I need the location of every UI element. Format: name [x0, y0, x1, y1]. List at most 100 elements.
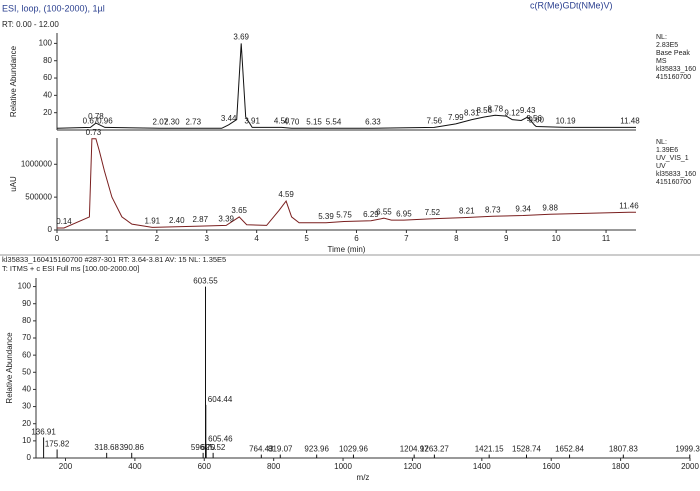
x-tick-label: 3	[205, 234, 210, 243]
x-tick-label: 1400	[473, 462, 491, 471]
x-tick-label: 4	[254, 234, 259, 243]
x-axis-label: m/z	[357, 473, 370, 482]
stick-label: 1652.84	[555, 445, 584, 454]
x-tick-label: 11	[602, 234, 611, 243]
x-tick-label: 0	[55, 234, 60, 243]
side-label: MS	[656, 58, 667, 65]
x-tick-label: 5	[304, 234, 309, 243]
spectrum-header: kl35833_160415160700 #287-301 RT: 3.64-3…	[2, 255, 226, 264]
stick-label: 604.44	[208, 395, 233, 404]
peak-label: 1.91	[145, 216, 161, 225]
x-tick-label: 600	[198, 462, 212, 471]
y-tick-label: 500000	[25, 192, 52, 201]
y-tick-label: 70	[22, 333, 31, 342]
stick-label: 1421.15	[475, 445, 504, 454]
stick-label: 1528.74	[512, 445, 541, 454]
peak-label: 5.39	[318, 212, 334, 221]
side-label: NL:	[656, 34, 667, 41]
peak-label: 8.21	[459, 207, 475, 216]
stick-label: 318.68	[94, 443, 119, 452]
stick-label: 175.82	[45, 440, 70, 449]
peak-label: 10.19	[556, 117, 577, 126]
x-tick-label: 1800	[612, 462, 630, 471]
y-tick-label: 80	[22, 316, 31, 325]
x-tick-label: 1200	[404, 462, 422, 471]
y-tick-label: 30	[22, 402, 31, 411]
peak-label: 9.60	[528, 116, 544, 125]
peak-label: 2.87	[192, 215, 208, 224]
peak-label: 3.91	[244, 117, 260, 126]
peak-label: 4.50	[274, 117, 290, 126]
stick-label: 603.55	[193, 277, 218, 286]
side-label: UV	[656, 163, 666, 170]
peak-label: 9.88	[542, 203, 558, 212]
peak-label: 5.54	[326, 117, 342, 126]
y-tick-label: 100	[18, 282, 32, 291]
y-axis-label: Relative Abundance	[9, 45, 18, 117]
y-tick-label: 20	[22, 419, 31, 428]
stick-label: 819.07	[268, 445, 293, 454]
x-tick-label: 2000	[681, 462, 699, 471]
y-tick-label: 100	[39, 39, 53, 48]
peak-label: 8.31	[464, 109, 480, 118]
x-tick-label: 8	[454, 234, 459, 243]
y-tick-label: 20	[43, 108, 52, 117]
spectrum-header: T: ITMS + c ESI Full ms [100.00-2000.00]	[2, 264, 139, 273]
x-tick-label: 1	[105, 234, 110, 243]
stick-label: 1029.96	[339, 445, 368, 454]
side-label: 415160700	[656, 179, 691, 186]
peak-label: 2.40	[169, 216, 185, 225]
peak-label: 7.56	[427, 117, 443, 126]
x-tick-label: 200	[59, 462, 73, 471]
y-axis-label: Relative Abundance	[5, 332, 14, 404]
peak-label: 6.95	[396, 209, 412, 218]
peak-label: 8.56	[476, 106, 492, 115]
y-tick-label: 0	[27, 453, 32, 462]
y-tick-label: 10	[22, 436, 31, 445]
compound-label: c(R(Me)GDt(NMe)V)	[530, 0, 613, 10]
peak-label: 9.34	[515, 205, 531, 214]
y-tick-label: 50	[22, 367, 31, 376]
y-tick-label: 60	[22, 350, 31, 359]
peak-label: 3.44	[221, 114, 237, 123]
x-tick-label: 6	[354, 234, 359, 243]
peak-label: 6.29	[363, 210, 379, 219]
peak-label: 2.73	[185, 117, 201, 126]
peak-label: 0.67	[83, 117, 99, 126]
x-tick-label: 1600	[542, 462, 560, 471]
side-label: 1.39E6	[656, 147, 678, 154]
peak-label: 4.59	[278, 190, 294, 199]
stick-label: 923.96	[304, 445, 329, 454]
x-tick-label: 10	[552, 234, 561, 243]
stick-label: 1807.83	[609, 445, 638, 454]
peak-label: 4.70	[284, 117, 300, 126]
peak-label: 9.56	[526, 114, 542, 123]
peak-label: 0.14	[56, 217, 72, 226]
peak-label: 3.69	[233, 33, 249, 42]
x-tick-label: 1000	[334, 462, 352, 471]
stick-label: 1999.38	[675, 445, 700, 454]
peak-label: 5.75	[336, 211, 352, 220]
peak-label: 3.39	[218, 215, 234, 224]
y-tick-label: 1000000	[21, 159, 53, 168]
stick-label: 605.46	[208, 434, 233, 443]
peak-label: 3.65	[231, 206, 247, 215]
peak-label: 9.43	[520, 106, 536, 115]
stick-label: 596.70	[191, 443, 216, 452]
x-tick-label: 9	[504, 234, 509, 243]
side-label: NL:	[656, 139, 667, 146]
peak-label: 0.96	[97, 117, 113, 126]
y-tick-label: 40	[43, 90, 52, 99]
stick-label: 136.91	[31, 428, 56, 437]
peak-label: 6.55	[376, 207, 392, 216]
peak-label: 11.48	[620, 117, 640, 126]
peak-label: 6.33	[365, 117, 381, 126]
peak-label: 7.52	[425, 208, 441, 217]
x-tick-label: 7	[404, 234, 409, 243]
stick-label: 764.43	[249, 445, 274, 454]
y-tick-label: 0	[48, 225, 53, 234]
x-tick-label: 800	[267, 462, 281, 471]
side-label: Base Peak	[656, 50, 690, 57]
side-label: kl35833_160	[656, 66, 696, 73]
